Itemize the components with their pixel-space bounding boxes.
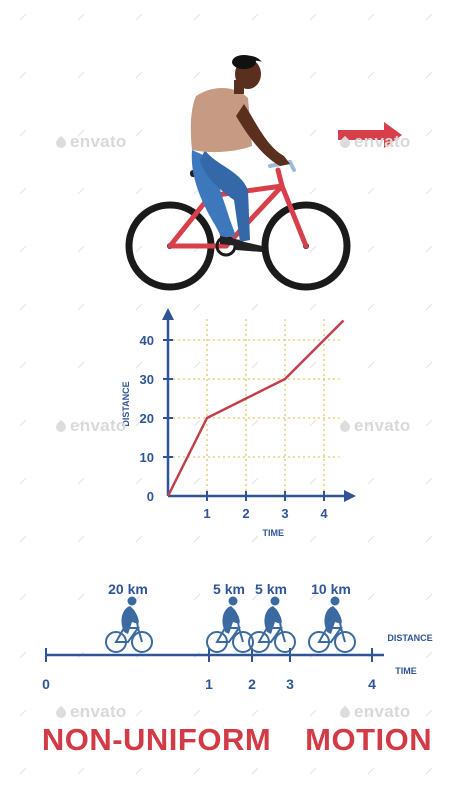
x-tick-label: 2 — [242, 506, 249, 521]
distance-number-line: 0 1 2 3 4 DISTANCE TIME 20 km 5 km 5 km 10 km — [42, 581, 433, 692]
watermark: envato — [337, 132, 411, 152]
direction-arrow-icon — [338, 122, 402, 148]
watermark: envato — [337, 416, 411, 436]
front-wheel — [261, 201, 351, 291]
x-tick-label: 4 — [320, 506, 328, 521]
x-axis-title: TIME — [263, 528, 285, 538]
distance-label: DISTANCE — [387, 633, 432, 643]
segment-distance-label: 5 km — [213, 581, 245, 597]
y-tick-label: 10 — [140, 450, 154, 465]
cyclist-icon — [105, 596, 153, 653]
number-line-label: 3 — [286, 676, 294, 692]
number-line-label: 2 — [248, 676, 256, 692]
number-line-label: 1 — [205, 676, 213, 692]
cyclist-icon — [248, 596, 296, 653]
watermark: envato — [53, 132, 127, 152]
number-line-label: 4 — [368, 676, 376, 692]
cyclist-icon — [308, 596, 356, 653]
cyclist-illustration — [125, 55, 351, 291]
series-line — [166, 319, 345, 497]
y-tick-label: 0 — [147, 489, 154, 504]
y-tick-label: 20 — [140, 411, 154, 426]
x-axis-arrow-icon — [344, 490, 356, 502]
y-tick-label: 40 — [140, 333, 154, 348]
y-axis-title: DISTANCE — [121, 381, 131, 426]
title-word: NON-UNIFORM — [41, 722, 272, 757]
watermark: envato — [53, 416, 127, 436]
y-tick-label: 30 — [140, 372, 154, 387]
x-tick-label: 3 — [281, 506, 288, 521]
number-line-label: 0 — [42, 676, 50, 692]
cyclist-icon — [206, 596, 254, 653]
page-title: NON-UNIFORM MOTION — [0, 722, 474, 758]
watermark: envato — [53, 702, 127, 722]
time-label: TIME — [395, 666, 417, 676]
segment-distance-label: 20 km — [108, 581, 148, 597]
title-word: MOTION — [305, 722, 433, 757]
x-tick-label: 1 — [203, 506, 210, 521]
segment-distance-label: 10 km — [311, 581, 351, 597]
y-axis-arrow-icon — [162, 308, 174, 320]
segment-distance-label: 5 km — [255, 581, 287, 597]
watermark: envato — [337, 702, 411, 722]
